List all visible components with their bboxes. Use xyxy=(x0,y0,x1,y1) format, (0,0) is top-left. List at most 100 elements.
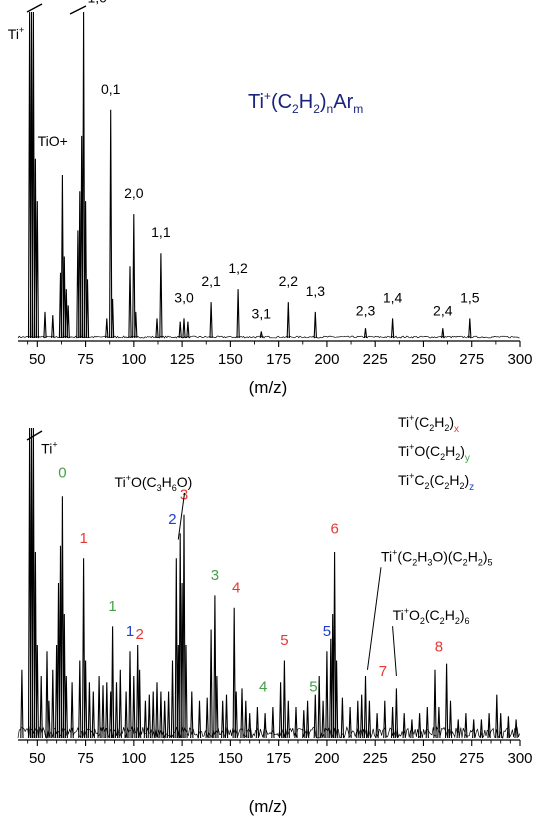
bottom-peak-label-2: 1 xyxy=(108,598,116,615)
bottom-peak-20 xyxy=(87,682,92,739)
bottom-peak-50 xyxy=(205,697,209,739)
bottom-x-axis-label: (m/z) xyxy=(249,797,288,816)
bottom-baseline-noise xyxy=(17,725,520,740)
bottom-peak-32 xyxy=(136,644,140,739)
bottom-peak-79 xyxy=(348,706,352,739)
top-peak-label-3: 2,0 xyxy=(124,185,144,201)
top-peak-label-12: 1,4 xyxy=(383,289,403,305)
top-peak-label-5: 3,0 xyxy=(174,289,194,305)
callout-label-o2: Ti+O2(C2H2)6 xyxy=(393,606,470,626)
bottom-peak-44 xyxy=(178,533,182,739)
bottom-peak-54 xyxy=(221,700,225,739)
bottom-peak-24 xyxy=(105,682,109,739)
bottom-peak-56 xyxy=(232,607,236,739)
top-peak-26 xyxy=(178,321,182,339)
bottom-peak-89 xyxy=(410,719,414,739)
top-peak-33 xyxy=(313,311,317,339)
bottom-peak-label-0: 0 xyxy=(58,465,66,482)
bottom-peak-76 xyxy=(332,551,337,739)
bottom-peak-102 xyxy=(499,713,503,739)
bottom-peak-98 xyxy=(472,719,476,739)
bottom-peak-63 xyxy=(271,706,275,739)
bottom-peak-77 xyxy=(334,660,339,739)
bottom-tick-label-250: 250 xyxy=(411,750,436,767)
bottom-peak-18 xyxy=(81,558,86,739)
top-peak-2 xyxy=(31,11,36,339)
bottom-peak-48 xyxy=(190,691,194,739)
bottom-peak-label-11: 5 xyxy=(309,679,317,696)
bottom-peak-30 xyxy=(128,651,132,739)
bottom-tick-label-200: 200 xyxy=(314,750,339,767)
bottom-peak-78 xyxy=(340,697,345,739)
top-break-mark-left xyxy=(26,3,43,13)
bottom-peak-62 xyxy=(263,713,267,739)
top-peak-17 xyxy=(85,279,90,339)
bottom-peak-84 xyxy=(375,713,379,739)
title-c: (C xyxy=(271,91,292,113)
bottom-peak-68 xyxy=(302,710,306,739)
bottom-peak-28 xyxy=(118,669,122,739)
top-peak-18 xyxy=(105,318,109,339)
top-tick-label-125: 125 xyxy=(170,351,195,368)
bottom-peak-94 xyxy=(444,663,449,739)
bottom-peak-92 xyxy=(433,669,437,739)
top-tick-label-200: 200 xyxy=(314,351,339,368)
top-peak-label-6: 2,1 xyxy=(201,273,221,289)
bottom-peak-86 xyxy=(390,706,395,739)
callout-line-o2 xyxy=(392,626,397,677)
bottom-tick-label-275: 275 xyxy=(459,750,484,767)
top-peak-10 xyxy=(64,289,68,339)
top-peak-19 xyxy=(109,109,113,339)
legend-index-x: x xyxy=(454,424,459,435)
bottom-peak-51 xyxy=(209,629,213,739)
bottom-peak-96 xyxy=(456,719,460,739)
top-peak-label-14: 1,5 xyxy=(460,289,480,305)
top-peak-label-1: TiO+ xyxy=(38,133,68,149)
bottom-peak-97 xyxy=(464,713,468,739)
bottom-peak-72 xyxy=(321,700,325,739)
bottom-peak-81 xyxy=(360,694,364,739)
top-peak-32 xyxy=(286,302,290,339)
bottom-callouts: Ti+O(C3H6O) Ti+(C2H3O)(C2H2)5 Ti+O2(C2H2)6 xyxy=(115,473,493,677)
bottom-peak-42 xyxy=(174,558,178,739)
title-sub-2b: 2 xyxy=(313,102,320,116)
bottom-peak-61 xyxy=(255,706,260,739)
top-peak-label-7: 1,2 xyxy=(228,260,248,276)
top-peak-15 xyxy=(81,11,86,339)
top-peak-label-13: 2,4 xyxy=(433,302,453,318)
bottom-ion-label: Ti+ xyxy=(41,440,57,457)
bottom-peak-41 xyxy=(170,660,175,739)
bottom-peak-3 xyxy=(31,427,36,739)
title-sub-2a: 2 xyxy=(292,102,299,116)
bottom-peak-21 xyxy=(91,691,95,739)
bottom-peak-60 xyxy=(248,713,252,739)
bottom-peak-70 xyxy=(313,694,317,739)
top-peak-6 xyxy=(51,315,55,339)
bottom-peak-53 xyxy=(215,675,219,739)
top-peak-28 xyxy=(186,321,190,339)
bottom-peak-label-7: 3 xyxy=(211,567,219,584)
bottom-peak-label-15: 8 xyxy=(435,638,443,655)
bottom-peak-label-10: 5 xyxy=(280,632,288,649)
bottom-peak-label-3: 1 xyxy=(126,623,134,640)
bottom-peak-label-14: 7 xyxy=(379,663,387,680)
bottom-tick-label-100: 100 xyxy=(121,750,146,767)
bottom-tick-label-125: 125 xyxy=(170,750,195,767)
bottom-peak-101 xyxy=(495,694,499,739)
top-baseline-noise xyxy=(17,335,520,339)
bottom-peak-17 xyxy=(78,660,82,739)
bottom-peak-55 xyxy=(224,694,229,739)
top-peak-35 xyxy=(390,318,395,339)
bottom-peak-65 xyxy=(282,660,287,739)
title-ar: Ar xyxy=(333,91,353,113)
top-tick-label-150: 150 xyxy=(218,351,243,368)
top-peak-37 xyxy=(468,318,472,339)
bottom-peak-0 xyxy=(20,669,24,739)
bottom-peak-29 xyxy=(124,691,128,739)
bottom-peak-90 xyxy=(417,713,422,739)
bottom-peak-85 xyxy=(383,700,387,739)
bottom-peak-69 xyxy=(305,700,310,739)
bottom-peak-6 xyxy=(39,675,43,739)
bottom-peak-34 xyxy=(143,700,148,739)
legend-entry-y: Ti+O(C2H2)y xyxy=(398,442,470,464)
